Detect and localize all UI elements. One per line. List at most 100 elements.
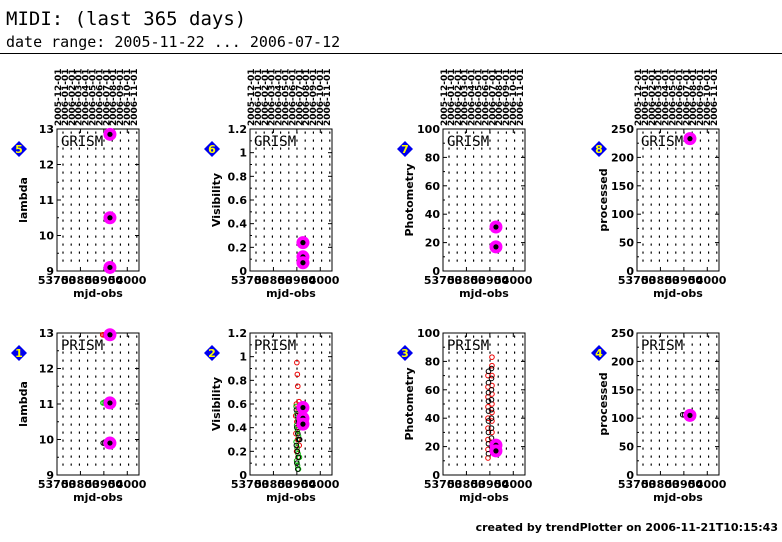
highlight-point-core: [300, 260, 306, 266]
x-tick-label: 54000: [688, 274, 727, 287]
data-point: [488, 365, 495, 372]
x-tick-label: 53900: [85, 274, 124, 287]
data-point: [295, 433, 302, 439]
data-point: [485, 398, 492, 404]
x-tick-label: 54000: [494, 274, 533, 287]
date-tick-label: 2006-08-01: [109, 68, 119, 126]
data-points: [99, 328, 117, 450]
x-tick-label: 53900: [278, 478, 317, 491]
y-tick-label: 0: [626, 469, 634, 482]
data-point: [488, 396, 495, 403]
date-tick-label: 2006-06-01: [675, 68, 685, 126]
panel-badge-number: 3: [401, 347, 409, 360]
x-tick-label: 53700: [424, 478, 463, 491]
data-point: [294, 371, 301, 378]
data-point: [294, 359, 300, 366]
panel-label: GRISM: [641, 134, 683, 150]
data-point: [295, 450, 301, 457]
date-tick-label: 2006-07-01: [682, 68, 692, 126]
x-axis-title: mjd-obs: [266, 491, 316, 504]
plot-frame: [249, 128, 333, 272]
data-points: [292, 359, 310, 472]
date-tick-label: 2006-06-01: [481, 68, 491, 126]
data-point: [294, 462, 301, 469]
panel-badge-diamond: [204, 345, 220, 361]
panel-badge-number: 2: [208, 347, 216, 360]
y-axis-title: Visibility: [210, 377, 223, 431]
y-tick-label: 0.8: [228, 170, 248, 183]
y-tick-label: 20: [425, 441, 441, 454]
date-tick-label: 2006-04-01: [275, 68, 285, 126]
x-tick-label: 53800: [61, 478, 100, 491]
date-tick-label: 2006-10-01: [703, 68, 713, 126]
x-axis-title: mjd-obs: [73, 287, 123, 300]
y-tick-label: 150: [611, 180, 634, 193]
panel-badge-diamond: [204, 141, 220, 157]
highlight-point-core: [687, 412, 693, 418]
panel-badge-diamond: [397, 345, 413, 361]
x-tick-label: 54000: [301, 274, 340, 287]
date-tick-label: 2006-09-01: [696, 68, 706, 126]
date-tick-label: 2006-05-01: [669, 68, 679, 126]
grid-dots: [448, 131, 524, 269]
date-tick-label: 2006-05-01: [89, 68, 99, 126]
y-tick-label: 100: [417, 327, 440, 340]
highlight-point-core: [107, 131, 113, 137]
page-title: MIDI: (last 365 days): [6, 8, 247, 30]
panel-badge-number: 7: [401, 143, 409, 156]
x-tick-label: 53800: [254, 274, 293, 287]
x-tick-label: 53800: [447, 478, 486, 491]
highlight-point-core: [300, 404, 306, 411]
x-axis-title: mjd-obs: [459, 491, 509, 504]
y-tick-label: 0: [432, 265, 440, 278]
data-points: [485, 354, 503, 461]
x-tick-label: 53700: [231, 478, 270, 491]
y-tick-label: 50: [619, 237, 635, 250]
title-divider: [0, 53, 782, 54]
x-tick-label: 53700: [424, 274, 463, 287]
date-tick-label: 2006-03-01: [655, 68, 665, 126]
y-tick-label: 0.4: [228, 218, 248, 231]
data-point: [485, 415, 491, 422]
plot-frame: [442, 332, 526, 476]
y-tick-label: 12: [39, 363, 54, 376]
date-tick-label: 2006-04-01: [662, 68, 672, 126]
data-point: [489, 409, 495, 416]
y-axis-title: processed: [597, 372, 610, 435]
date-tick-label: 2006-03-01: [268, 68, 278, 126]
date-tick-label: 2006-03-01: [75, 68, 85, 126]
y-tick-label: 50: [619, 441, 635, 454]
y-tick-label: 20: [425, 237, 441, 250]
panel-label: PRISM: [641, 338, 683, 354]
data-point: [294, 430, 301, 437]
plot-frame: [442, 128, 526, 272]
x-tick-label: 54000: [301, 478, 340, 491]
data-point: [488, 415, 495, 422]
x-tick-label: 53900: [471, 478, 510, 491]
y-tick-label: 13: [39, 123, 54, 136]
panel-label: PRISM: [254, 338, 296, 354]
date-tick-label: 2005-12-01: [634, 68, 644, 126]
y-tick-label: 0.2: [228, 241, 248, 254]
y-tick-label: 10: [39, 434, 55, 447]
date-tick-label: 2006-03-01: [461, 68, 471, 126]
y-tick-label: 80: [425, 355, 441, 368]
date-tick-label: 2006-02-01: [68, 68, 78, 126]
y-tick-label: 13: [39, 327, 54, 340]
panel-badge-number: 6: [208, 143, 216, 156]
panel-label: GRISM: [254, 134, 296, 150]
panel-label: PRISM: [61, 338, 103, 354]
x-tick-label: 53700: [38, 274, 77, 287]
data-point: [489, 354, 495, 360]
y-tick-label: 0: [626, 265, 634, 278]
y-tick-label: 9: [46, 469, 54, 482]
data-point: [488, 375, 495, 382]
date-axis: 2005-12-012006-01-012006-02-012006-03-01…: [440, 68, 526, 126]
highlight-point-core: [107, 215, 113, 221]
date-tick-label: 2006-08-01: [302, 68, 312, 126]
plot-frame: [56, 332, 140, 476]
data-point: [293, 442, 300, 449]
date-tick-label: 2006-06-01: [95, 68, 105, 126]
